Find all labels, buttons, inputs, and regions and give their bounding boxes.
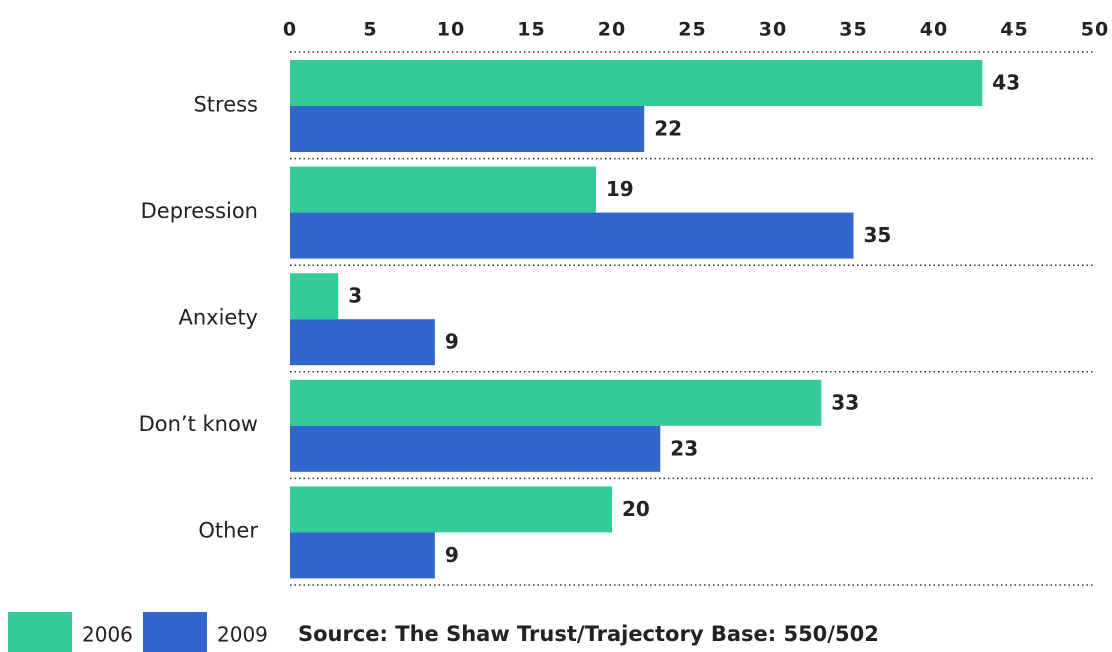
x-tick-label: 5 [363, 19, 377, 41]
legend-swatch [8, 612, 72, 652]
category-label: Anxiety [178, 306, 258, 330]
category-label: Stress [193, 92, 258, 116]
legend-label: 2006 [82, 623, 133, 647]
category-label: Don’t know [139, 412, 258, 436]
value-label: 20 [622, 497, 650, 521]
value-label: 43 [992, 71, 1020, 95]
value-label: 9 [445, 330, 459, 354]
bar [290, 486, 612, 533]
x-tick-label: 45 [1000, 19, 1028, 41]
x-tick-label: 50 [1081, 19, 1109, 41]
bar [290, 212, 854, 259]
x-tick-label: 40 [920, 19, 948, 41]
bar [290, 379, 822, 426]
x-tick-label: 35 [839, 19, 867, 41]
source-note: Source: The Shaw Trust/Trajectory Base: … [298, 622, 879, 646]
x-tick-label: 25 [678, 19, 706, 41]
value-label: 19 [606, 177, 634, 201]
bar [290, 106, 645, 152]
bar [290, 60, 983, 106]
x-tick-label: 0 [283, 19, 297, 41]
bar [290, 532, 435, 579]
legend-label: 2009 [217, 623, 268, 647]
x-tick-label: 30 [759, 19, 787, 41]
value-label: 22 [654, 117, 682, 141]
category-label: Other [198, 519, 258, 543]
bar [290, 166, 596, 213]
bar [290, 273, 339, 320]
value-label: 33 [831, 390, 859, 414]
bar [290, 425, 661, 472]
value-label: 3 [348, 284, 362, 308]
legend-swatch [143, 612, 207, 652]
x-tick-label: 20 [598, 19, 626, 41]
category-label: Depression [141, 199, 258, 223]
x-tick-label: 15 [517, 19, 545, 41]
bar [290, 319, 435, 366]
x-tick-label: 10 [437, 19, 465, 41]
value-label: 23 [670, 436, 698, 460]
value-label: 35 [864, 223, 892, 247]
value-label: 9 [445, 543, 459, 567]
